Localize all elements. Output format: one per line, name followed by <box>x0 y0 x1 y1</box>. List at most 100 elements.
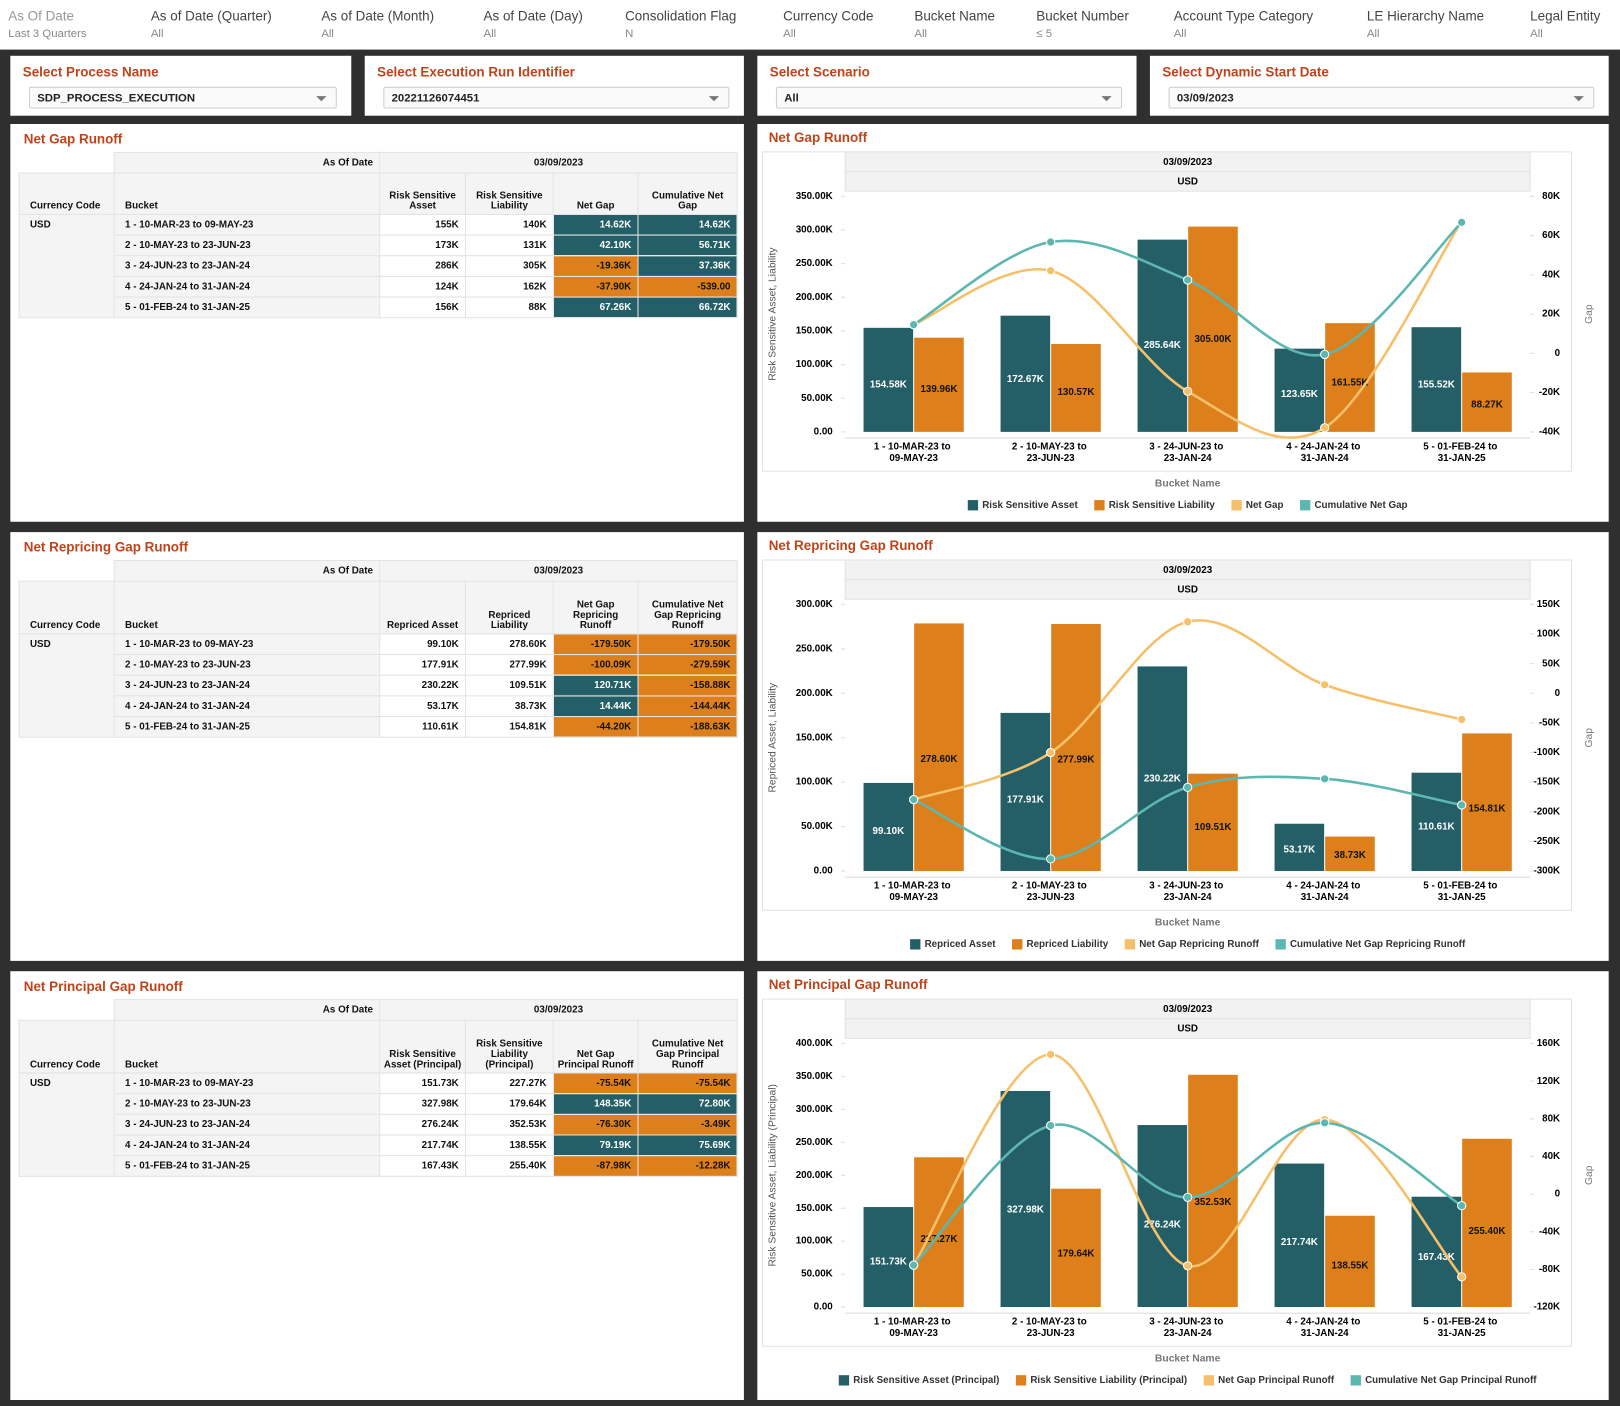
filter-label[interactable]: As of Date (Month) <box>321 8 435 24</box>
point <box>1046 237 1056 247</box>
column-header: Net Gap Principal Runoff <box>552 1019 639 1074</box>
y-tick-label: 200.00K <box>796 688 833 699</box>
filter-label[interactable]: Account Type Category <box>1173 8 1314 24</box>
bucket-cell: 2 - 10-MAY-23 to 23-JUN-23 <box>113 234 381 257</box>
filter-label[interactable]: As of Date (Quarter) <box>150 8 272 24</box>
bar <box>1188 773 1238 871</box>
filter-label[interactable]: As Of Date <box>8 8 74 24</box>
filter-value[interactable]: All <box>1366 27 1380 41</box>
filter-value[interactable]: N <box>625 27 634 41</box>
panel-title: Net Principal Gap Runoff <box>769 977 928 992</box>
legend-label: Repriced Asset <box>925 939 997 950</box>
value-cell: 278.60K <box>464 633 554 656</box>
bar <box>1000 1090 1051 1307</box>
bucket-cell: 5 - 01-FEB-24 to 31-JAN-25 <box>113 1155 381 1177</box>
header-currency: USD <box>1177 1024 1198 1035</box>
y-tick-label: 150.00K <box>796 1203 833 1214</box>
bar <box>1000 315 1051 432</box>
dropdown[interactable]: 20221126074451 <box>383 86 730 109</box>
as-of-header: As Of Date <box>113 559 381 582</box>
filter-value[interactable]: All <box>1173 27 1187 41</box>
legend-label: Cumulative Net Gap Principal Runoff <box>1365 1375 1537 1386</box>
value-label: 154.58K <box>870 380 907 391</box>
value-label: 352.53K <box>1194 1197 1231 1208</box>
value-cell: 14.44K <box>552 695 639 718</box>
filter-label[interactable]: As of Date (Day) <box>483 8 583 24</box>
filter-value[interactable]: All <box>783 27 796 41</box>
value-cell: -144.44K <box>637 695 738 718</box>
y-tick-label: 300.00K <box>796 1104 833 1115</box>
filter-label[interactable]: Legal Entity <box>1530 8 1601 24</box>
header-date: 03/09/2023 <box>1163 565 1213 576</box>
value-cell: -44.20K <box>552 716 639 738</box>
dropdown[interactable]: 03/09/2023 <box>1168 86 1595 109</box>
filter-value[interactable]: All <box>1530 27 1543 41</box>
legend-swatch <box>910 939 921 950</box>
y2-tick-label: -250K <box>1533 836 1560 847</box>
y2-tick-label: -200K <box>1533 806 1560 817</box>
column-header: Risk Sensitive Asset (Principal) <box>379 1019 466 1074</box>
header-date: 03/09/2023 <box>1163 1004 1213 1015</box>
value-cell: -12.28K <box>637 1155 738 1177</box>
header-row: As Of Date 03/09/2023 <box>19 999 738 1021</box>
y2-axis-title: Gap <box>1584 304 1595 324</box>
x-axis-title: Bucket Name <box>1155 917 1221 928</box>
selector-title: Select Execution Run Identifier <box>377 64 575 80</box>
point <box>1046 747 1056 758</box>
data-row: USD 1 - 10-MAR-23 to 09-MAY-23 99.10K 278.6… <box>18 633 738 738</box>
value-cell: 124K <box>379 275 466 298</box>
value-cell: -3.49K <box>637 1113 738 1136</box>
point <box>1457 1272 1467 1282</box>
point <box>1320 774 1330 784</box>
legend-label: Cumulative Net Gap Repricing Runoff <box>1290 939 1466 950</box>
filter-label[interactable]: Bucket Number <box>1036 8 1129 24</box>
x-tick-label: 5 - 01-FEB-24 to 31-JAN-25 <box>1423 1317 1500 1339</box>
point <box>1457 217 1467 228</box>
value-cell: 173K <box>379 234 466 257</box>
header-currency: USD <box>1177 585 1198 596</box>
value-label: 138.55K <box>1331 1261 1368 1272</box>
value-cell: 38.73K <box>464 695 554 718</box>
y2-tick-label: 0 <box>1555 688 1561 699</box>
filter-value[interactable]: All <box>483 27 497 41</box>
bucket-cell: 2 - 10-MAY-23 to 23-JUN-23 <box>113 1093 381 1115</box>
point <box>1046 854 1056 864</box>
filter-label[interactable]: Currency Code <box>783 8 874 24</box>
y-tick-label: 400.00K <box>796 1038 833 1049</box>
filter-label[interactable]: Bucket Name <box>914 8 996 24</box>
selector-title: Select Scenario <box>769 64 870 80</box>
blank <box>19 999 115 1021</box>
filter-value[interactable]: Last 3 Quarters <box>8 27 87 41</box>
point <box>1320 423 1330 433</box>
value-cell: -179.50K <box>637 633 738 656</box>
y2-tick-label: -150K <box>1533 777 1560 788</box>
data-row: 4 - 24-JAN-24 to 31-JAN-24 124K 162K -37.90… <box>19 275 738 298</box>
value-cell: 277.99K <box>464 654 554 676</box>
value-label: 38.73K <box>1334 850 1366 861</box>
point <box>1183 617 1193 627</box>
x-tick-label: 4 - 24-JAN-24 to 31-JAN-24 <box>1286 441 1363 463</box>
filter-label[interactable]: Consolidation Flag <box>625 8 737 24</box>
value-label: 305.00K <box>1194 334 1231 345</box>
filter-value[interactable]: All <box>150 27 164 41</box>
value-cell: 140K <box>464 213 554 236</box>
filter-label[interactable]: LE Hierarchy Name <box>1366 8 1485 24</box>
dropdown[interactable]: All <box>775 86 1123 109</box>
value-cell: -279.59K <box>637 654 738 676</box>
y2-tick-label: -40K <box>1539 1226 1560 1237</box>
dropdown[interactable]: SDP_PROCESS_EXECUTION <box>28 86 337 109</box>
filter-value[interactable]: All <box>914 27 928 41</box>
value-cell: -87.98K <box>552 1155 639 1177</box>
value-label: 167.43K <box>1418 1252 1455 1263</box>
filter-value[interactable]: ≤ 5 <box>1036 27 1053 41</box>
filter-value[interactable]: All <box>321 27 334 41</box>
y-tick-label: 100.00K <box>796 777 833 788</box>
bar <box>1462 1138 1512 1307</box>
header-currency: USD <box>1177 176 1198 187</box>
column-header: Risk Sensitive Asset <box>379 172 466 215</box>
y2-tick-label: 80K <box>1542 191 1560 202</box>
value-cell: 230.22K <box>379 674 466 697</box>
y-tick-label: 300.00K <box>796 225 833 236</box>
